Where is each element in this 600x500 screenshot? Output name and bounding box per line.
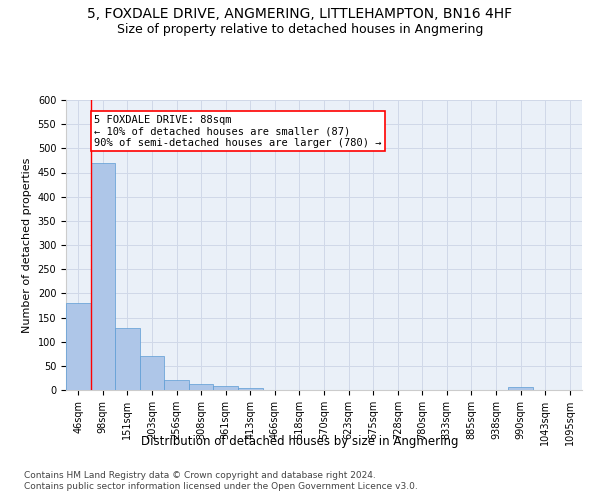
Bar — [91, 163, 115, 390]
Y-axis label: Number of detached properties: Number of detached properties — [22, 158, 32, 332]
Text: 5 FOXDALE DRIVE: 88sqm
← 10% of detached houses are smaller (87)
90% of semi-det: 5 FOXDALE DRIVE: 88sqm ← 10% of detached… — [94, 114, 382, 148]
Text: Distribution of detached houses by size in Angmering: Distribution of detached houses by size … — [141, 435, 459, 448]
Text: Contains HM Land Registry data © Crown copyright and database right 2024.: Contains HM Land Registry data © Crown c… — [24, 471, 376, 480]
Text: 5, FOXDALE DRIVE, ANGMERING, LITTLEHAMPTON, BN16 4HF: 5, FOXDALE DRIVE, ANGMERING, LITTLEHAMPT… — [88, 8, 512, 22]
Bar — [238, 388, 263, 390]
Bar — [66, 303, 91, 390]
Bar — [115, 328, 140, 390]
Bar — [140, 356, 164, 390]
Text: Contains public sector information licensed under the Open Government Licence v3: Contains public sector information licen… — [24, 482, 418, 491]
Bar — [508, 386, 533, 390]
Bar — [164, 380, 189, 390]
Bar — [214, 386, 238, 390]
Text: Size of property relative to detached houses in Angmering: Size of property relative to detached ho… — [117, 22, 483, 36]
Bar — [189, 384, 214, 390]
